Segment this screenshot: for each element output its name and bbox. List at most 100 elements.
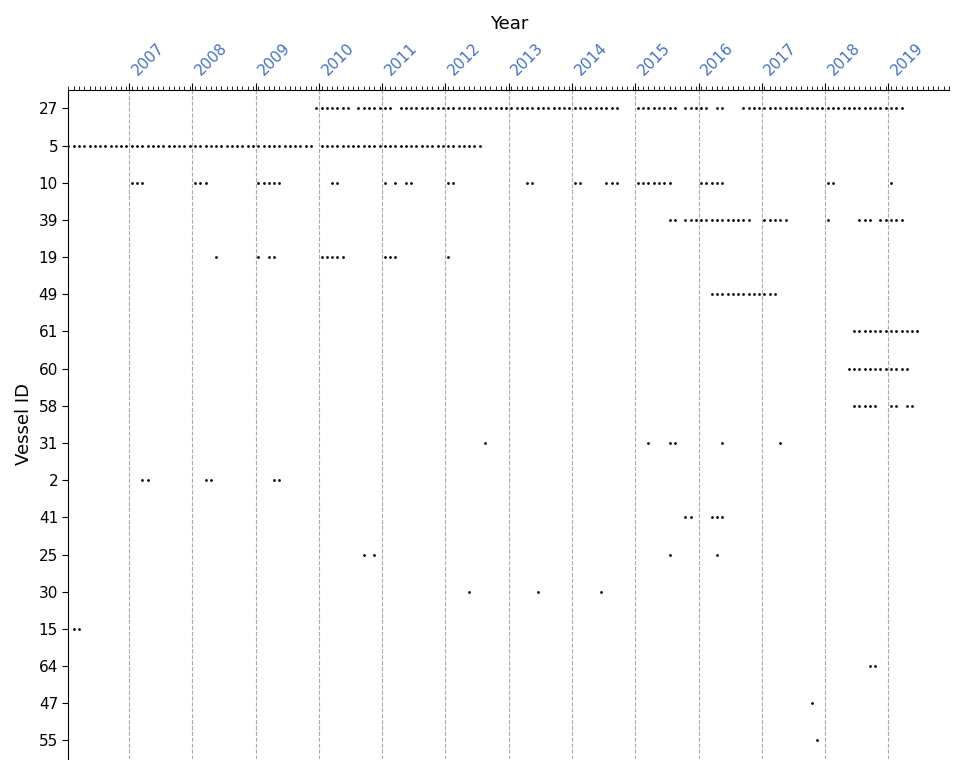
Point (255, 176, 271, 189)
Point (146, 139, 161, 152)
Point (714, 288, 730, 300)
Point (857, 399, 872, 412)
Point (377, 251, 392, 263)
Point (514, 102, 529, 115)
Point (710, 511, 725, 523)
Point (266, 474, 281, 486)
Point (693, 214, 709, 226)
Point (351, 102, 366, 115)
Point (277, 139, 292, 152)
Point (656, 176, 672, 189)
Point (710, 214, 725, 226)
Point (862, 102, 877, 115)
Point (736, 214, 751, 226)
Point (646, 102, 661, 115)
Point (124, 139, 140, 152)
Point (456, 139, 471, 152)
Point (155, 139, 171, 152)
Point (667, 214, 683, 226)
Point (293, 139, 308, 152)
Point (752, 288, 767, 300)
Point (472, 102, 488, 115)
Point (462, 139, 477, 152)
Point (76, 139, 92, 152)
Point (66, 623, 81, 635)
Point (652, 176, 667, 189)
Point (71, 139, 87, 152)
Point (667, 437, 683, 449)
Point (704, 288, 719, 300)
Point (140, 139, 155, 152)
Point (356, 548, 371, 560)
Point (899, 362, 915, 375)
Point (583, 102, 599, 115)
Point (851, 102, 867, 115)
Point (799, 102, 815, 115)
Point (362, 102, 377, 115)
Point (251, 251, 266, 263)
Point (683, 511, 698, 523)
Point (683, 102, 698, 115)
Point (599, 102, 614, 115)
Point (894, 214, 909, 226)
Point (366, 139, 382, 152)
Point (325, 139, 340, 152)
Point (846, 362, 862, 375)
Point (551, 102, 567, 115)
Point (287, 139, 303, 152)
Point (772, 214, 788, 226)
Point (714, 437, 730, 449)
Point (325, 176, 340, 189)
Point (683, 214, 698, 226)
Point (603, 176, 619, 189)
Point (282, 139, 298, 152)
Point (872, 214, 888, 226)
Point (910, 325, 925, 337)
Point (868, 325, 883, 337)
Point (314, 102, 330, 115)
Point (398, 176, 414, 189)
Point (789, 102, 804, 115)
Point (731, 288, 746, 300)
Point (772, 437, 788, 449)
Point (746, 102, 762, 115)
Point (351, 139, 366, 152)
Point (857, 102, 872, 115)
Point (767, 214, 783, 226)
Point (82, 139, 97, 152)
Point (135, 474, 150, 486)
Point (377, 102, 392, 115)
Point (593, 102, 608, 115)
Point (314, 139, 330, 152)
Point (741, 102, 757, 115)
Point (150, 139, 166, 152)
Point (424, 102, 440, 115)
Point (693, 102, 709, 115)
Point (229, 139, 245, 152)
Point (662, 437, 678, 449)
Point (609, 176, 625, 189)
Point (872, 102, 888, 115)
Point (846, 102, 862, 115)
Point (810, 735, 825, 747)
Point (804, 697, 819, 710)
Point (430, 102, 445, 115)
Point (778, 214, 793, 226)
Point (851, 399, 867, 412)
Point (678, 102, 693, 115)
Point (404, 176, 419, 189)
Point (883, 362, 898, 375)
Point (868, 660, 883, 673)
Point (662, 214, 678, 226)
Point (445, 176, 461, 189)
Point (904, 325, 920, 337)
Point (541, 102, 556, 115)
Point (746, 288, 762, 300)
Point (135, 176, 150, 189)
Point (441, 176, 456, 189)
Point (757, 214, 772, 226)
Point (889, 362, 904, 375)
Point (261, 251, 277, 263)
Point (872, 362, 888, 375)
Point (187, 176, 202, 189)
